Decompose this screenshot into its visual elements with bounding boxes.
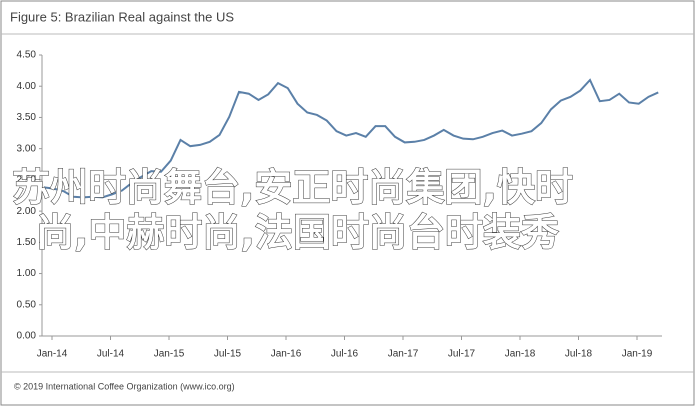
x-tick-label: Jan-17 (388, 349, 419, 360)
series-line (43, 78, 659, 199)
y-tick-label: 2.00 (17, 206, 37, 217)
y-tick-label: 1.50 (17, 237, 37, 248)
overlay-text: 尚,中赫时尚,法国时尚台时装秀 (36, 211, 559, 255)
source: © 2019 International Coffee Organization… (14, 381, 235, 391)
overlay-text: 苏州时尚舞台,安正时尚集团,快时 (12, 166, 573, 210)
x-tick-label: Jan-14 (37, 349, 68, 360)
y-tick-label: 4.00 (17, 81, 37, 92)
y-tick-label: 0.50 (17, 299, 37, 310)
x-tick-label: Jul-18 (565, 349, 593, 360)
x-tick-label: Jul-15 (214, 349, 242, 360)
y-tick-label: 0.00 (17, 331, 37, 342)
y-tick-label: 3.50 (17, 112, 37, 123)
y-tick-label: 1.00 (17, 268, 37, 279)
y-tick-label: 3.00 (17, 143, 37, 154)
y-tick-label: 2.50 (17, 175, 37, 186)
chart-title: Figure 5: Brazilian Real against the US (10, 9, 234, 24)
x-tick-label: Jul-14 (97, 349, 125, 360)
x-tick-label: Jan-19 (622, 349, 653, 360)
x-tick-label: Jan-15 (154, 349, 185, 360)
x-tick-label: Jan-18 (505, 349, 536, 360)
x-tick-label: Jul-16 (331, 349, 359, 360)
y-tick-label: 4.50 (17, 50, 37, 61)
x-tick-label: Jul-17 (448, 349, 476, 360)
x-tick-label: Jan-16 (271, 349, 302, 360)
